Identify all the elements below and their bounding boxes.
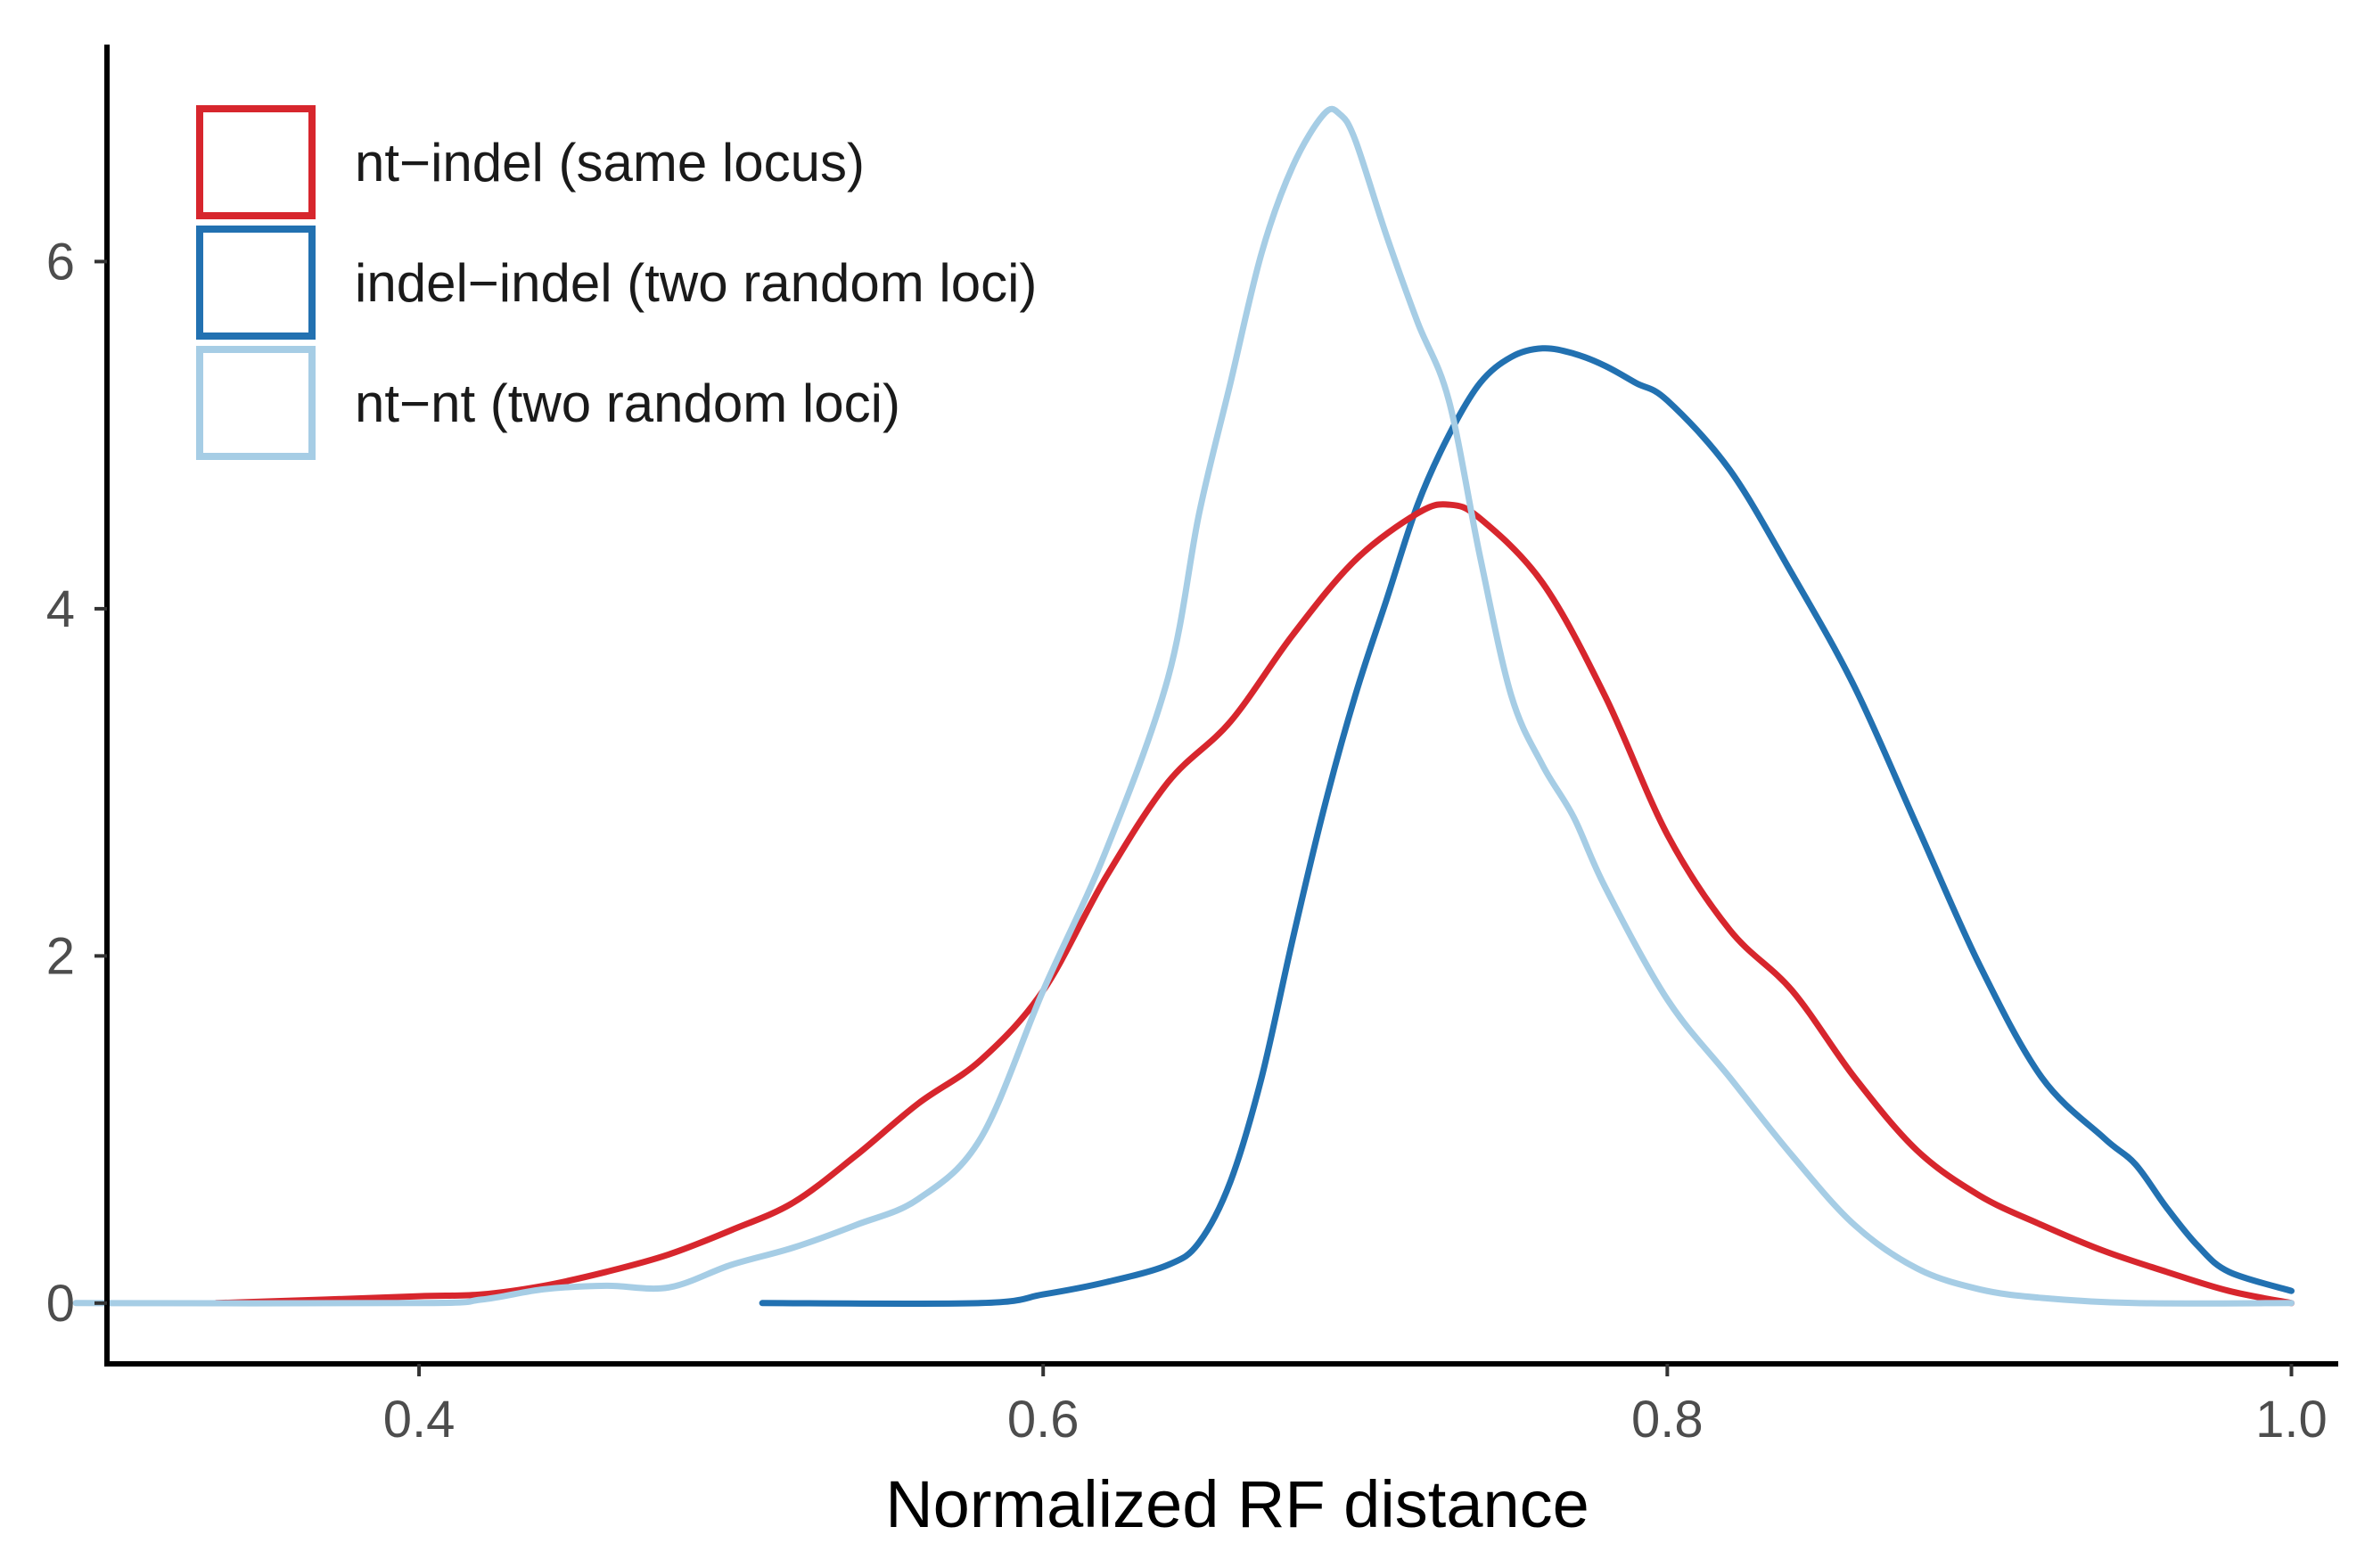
density-curve-indel-indel: [759, 345, 2295, 1308]
legend-label: indel−indel (two random loci): [355, 253, 1037, 313]
y-tick-label: 6: [46, 233, 75, 291]
y-ticks: 0 2 4 6: [46, 233, 107, 1333]
legend: nt−indel (same locus) indel−indel (two ra…: [196, 105, 1037, 460]
y-tick-label: 2: [46, 927, 75, 985]
legend-item: nt−indel (same locus): [196, 105, 865, 219]
legend-label: nt−indel (same locus): [355, 133, 865, 193]
x-tick-label: 0.4: [383, 1391, 456, 1449]
x-axis-title: Normalized RF distance: [885, 1467, 1589, 1541]
legend-item: nt−nt (two random loci): [196, 346, 900, 460]
density-curve-nt-nt: [72, 105, 2295, 1307]
plot-area: [72, 105, 2295, 1308]
y-tick-label: 4: [46, 580, 75, 638]
legend-key: [196, 105, 316, 219]
axes: 0.4 0.6 0.8 1.0 0 2 4 6 Normalized RF distance: [46, 45, 2338, 1541]
x-tick-label: 0.8: [1631, 1391, 1704, 1449]
x-ticks: 0.4 0.6 0.8 1.0: [383, 1364, 2328, 1449]
legend-label: nt−nt (two random loci): [355, 374, 900, 433]
x-tick-label: 0.6: [1007, 1391, 1080, 1449]
y-tick-label: 0: [46, 1275, 75, 1333]
legend-key: [196, 226, 316, 340]
x-tick-label: 1.0: [2255, 1391, 2328, 1449]
legend-key: [196, 346, 316, 460]
legend-item: indel−indel (two random loci): [196, 226, 1037, 340]
density-curve-nt-indel: [213, 501, 2295, 1307]
